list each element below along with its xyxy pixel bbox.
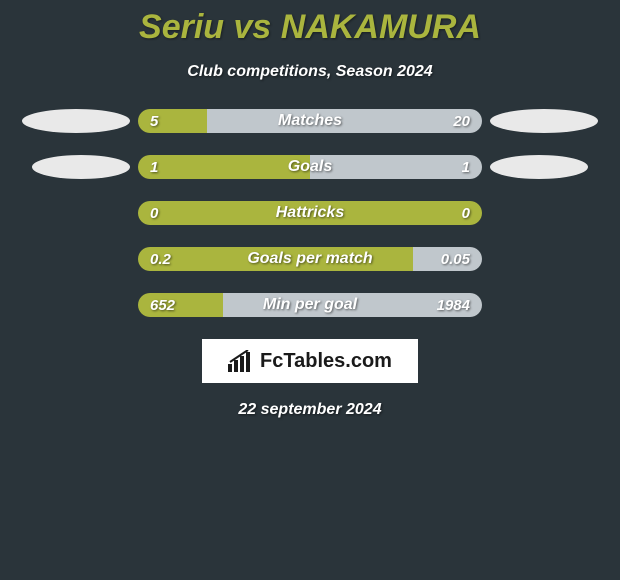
stat-value-right: 1 (462, 155, 470, 179)
stat-value-right: 0.05 (441, 247, 470, 271)
team-badge-right (490, 109, 598, 133)
stat-row: 0.2Goals per match0.05 (0, 247, 620, 271)
stat-row: 652Min per goal1984 (0, 293, 620, 317)
stat-bar: 5Matches20 (138, 109, 482, 133)
stat-label: Goals (138, 155, 482, 179)
stat-value-right: 0 (462, 201, 470, 225)
stat-bar: 0Hattricks0 (138, 201, 482, 225)
team-badge-right (490, 155, 588, 179)
team-badge-left (22, 109, 130, 133)
stat-value-right: 1984 (437, 293, 470, 317)
branding-box: FcTables.com (202, 339, 418, 383)
branding-text: FcTables.com (260, 350, 392, 373)
comparison-rows: 5Matches20 1Goals1 0Hattricks0 0.2Goals per… (0, 109, 620, 317)
stat-bar: 1Goals1 (138, 155, 482, 179)
stat-label: Matches (138, 109, 482, 133)
team-badge-left (32, 155, 130, 179)
subtitle: Club competitions, Season 2024 (0, 63, 620, 81)
date-text: 22 september 2024 (0, 401, 620, 419)
stat-label: Min per goal (138, 293, 482, 317)
chart-logo-icon (228, 350, 256, 372)
stat-bar: 0.2Goals per match0.05 (138, 247, 482, 271)
stat-value-right: 20 (453, 109, 470, 133)
stat-label: Hattricks (138, 201, 482, 225)
stat-row: 0Hattricks0 (0, 201, 620, 225)
stat-bar: 652Min per goal1984 (138, 293, 482, 317)
page-title: Seriu vs NAKAMURA (0, 0, 620, 47)
stat-row: 5Matches20 (0, 109, 620, 133)
stat-label: Goals per match (138, 247, 482, 271)
stat-row: 1Goals1 (0, 155, 620, 179)
